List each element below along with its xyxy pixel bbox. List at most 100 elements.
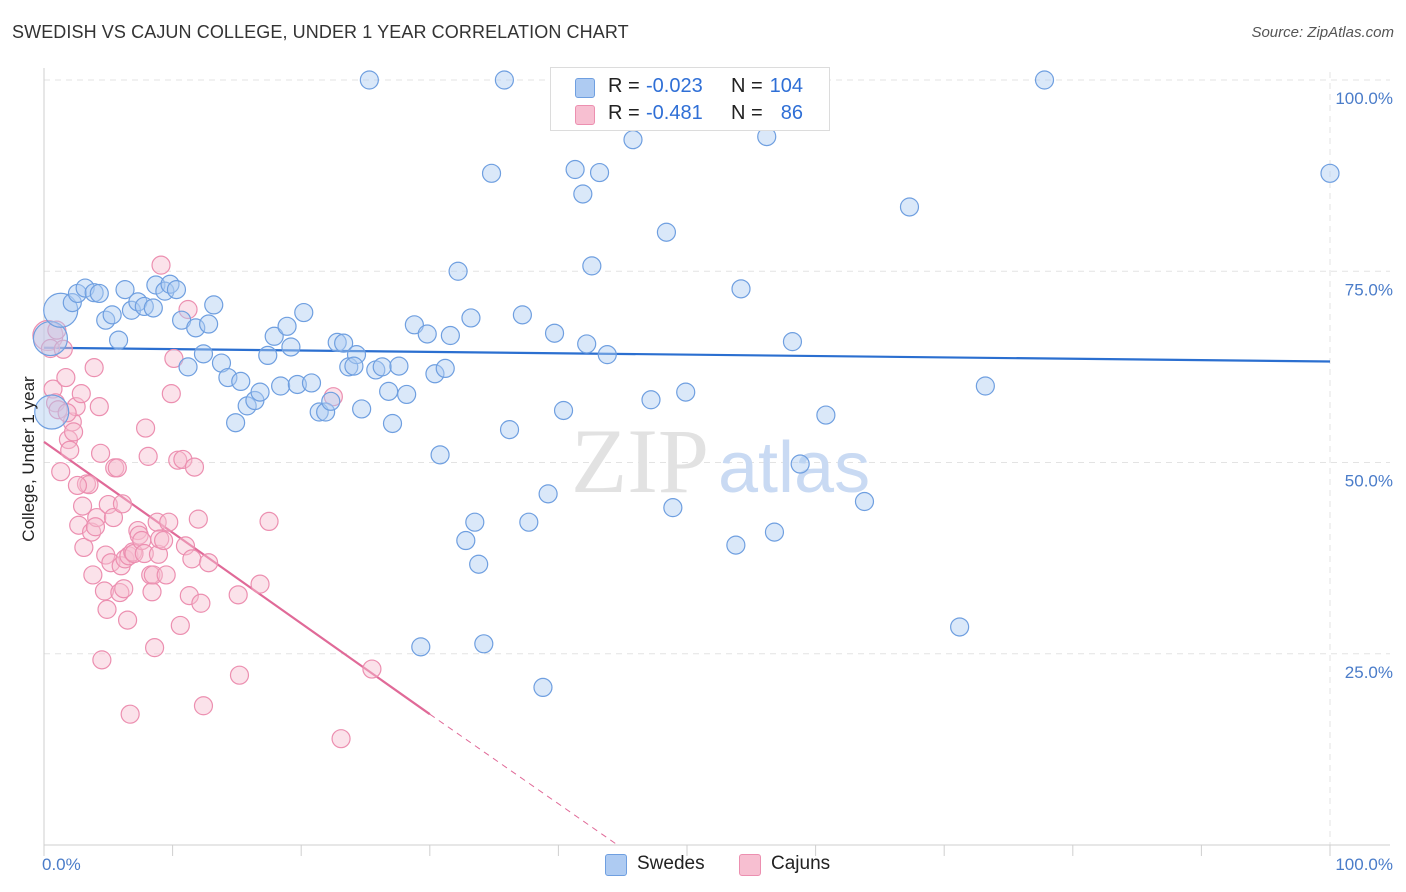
cajun-point (161, 384, 181, 404)
cajun-point (85, 517, 106, 537)
swede-point (975, 376, 995, 396)
swede-point (186, 318, 206, 338)
swede-point (389, 356, 409, 376)
swede-point (226, 413, 246, 433)
swede-point (544, 323, 565, 343)
cajun-point (168, 450, 188, 470)
swede-point (102, 305, 122, 325)
swede-point (417, 324, 437, 344)
swede-point (1034, 70, 1055, 90)
cajun-point (51, 462, 71, 482)
n-label: N = (731, 102, 763, 124)
swedes-legend-label: Swedes (637, 853, 705, 874)
swede-point (950, 617, 970, 637)
swede-point (582, 256, 602, 276)
watermark-atlas: atlas (718, 428, 870, 508)
swede-point (494, 70, 514, 90)
swede-point (538, 484, 558, 504)
cajun-point (151, 255, 171, 275)
swede-point (764, 522, 785, 542)
swede-point (465, 512, 485, 532)
cajun-point (159, 512, 179, 532)
chart-title: SWEDISH VS CAJUN COLLEGE, UNDER 1 YEAR C… (12, 22, 629, 42)
swedes-trend-line (43, 346, 1331, 363)
axes (43, 68, 1390, 856)
swede-point (193, 344, 214, 364)
cajun-point (83, 565, 103, 585)
swede-point (577, 334, 597, 354)
swede-point (258, 345, 278, 365)
swede-point (250, 382, 270, 402)
swede-point (623, 130, 643, 150)
cajun-point (144, 638, 165, 658)
swede-point (75, 278, 95, 298)
swede-point (656, 222, 677, 242)
x-tick-label: 0.0% (42, 855, 81, 874)
swede-point (271, 376, 291, 396)
y-tick-label: 75.0% (1345, 280, 1393, 299)
swede-point (327, 332, 347, 352)
swede-point (790, 454, 810, 474)
cajun-point (362, 659, 382, 679)
swedes-swatch (575, 78, 595, 98)
cajun-point (184, 457, 205, 477)
swede-point (166, 280, 187, 300)
swede-point (397, 384, 417, 405)
swede-point (321, 391, 341, 411)
swede-point (199, 314, 219, 334)
swedes-legend-swatch (605, 854, 627, 876)
tick-labels: 25.0% 50.0% 75.0% 100.0% 0.0% 100.0% (42, 89, 1393, 874)
swede-point (89, 283, 109, 304)
cajun-point (182, 549, 202, 569)
swede-point (294, 302, 314, 323)
swede-point (96, 310, 116, 330)
swede-point (565, 159, 585, 180)
r-label: R = (608, 75, 640, 97)
cajun-point (229, 665, 250, 685)
swede-point (359, 70, 379, 90)
swede-point (108, 330, 129, 350)
cajuns-trend-extension (429, 713, 618, 846)
cajun-point (114, 579, 134, 599)
swede-point (281, 337, 301, 357)
cajun-point (89, 397, 109, 417)
cajun-point (92, 650, 112, 670)
cajun-point (134, 543, 154, 564)
cajun-point (117, 610, 138, 630)
cajun-point (90, 443, 111, 463)
n-label: N = (731, 75, 763, 97)
swede-point (481, 163, 502, 183)
x-tick-label: 100.0% (1335, 855, 1393, 874)
cajun-point (178, 299, 198, 320)
r-label: R = (608, 102, 640, 124)
swede-point (346, 345, 367, 365)
swede-point (899, 197, 920, 217)
cajun-point (199, 553, 219, 573)
swede-point (726, 535, 746, 555)
cajun-point (173, 449, 193, 470)
cajun-point (110, 582, 130, 603)
cajun-point (74, 537, 94, 558)
swede-point (676, 382, 696, 402)
watermark-zip: ZIP (571, 410, 709, 512)
cajun-point (156, 565, 176, 585)
swede-point (597, 345, 617, 365)
cajun-point (112, 494, 133, 514)
y-tick-label: 50.0% (1345, 472, 1393, 491)
cajuns-trend-line (43, 440, 431, 716)
swede-point (316, 402, 336, 422)
swede-point (115, 280, 135, 300)
cajun-point (67, 475, 88, 496)
swede-point (264, 326, 284, 346)
trend-lines (43, 346, 1331, 846)
cajun-point (164, 348, 184, 369)
swede-point (474, 634, 494, 654)
cajun-point (135, 418, 156, 438)
swede-point (32, 320, 69, 357)
cajun-point (179, 586, 199, 606)
swede-point (448, 261, 468, 281)
n-value: 104 (769, 75, 803, 97)
swede-point (533, 677, 553, 698)
cajun-point (331, 729, 351, 749)
